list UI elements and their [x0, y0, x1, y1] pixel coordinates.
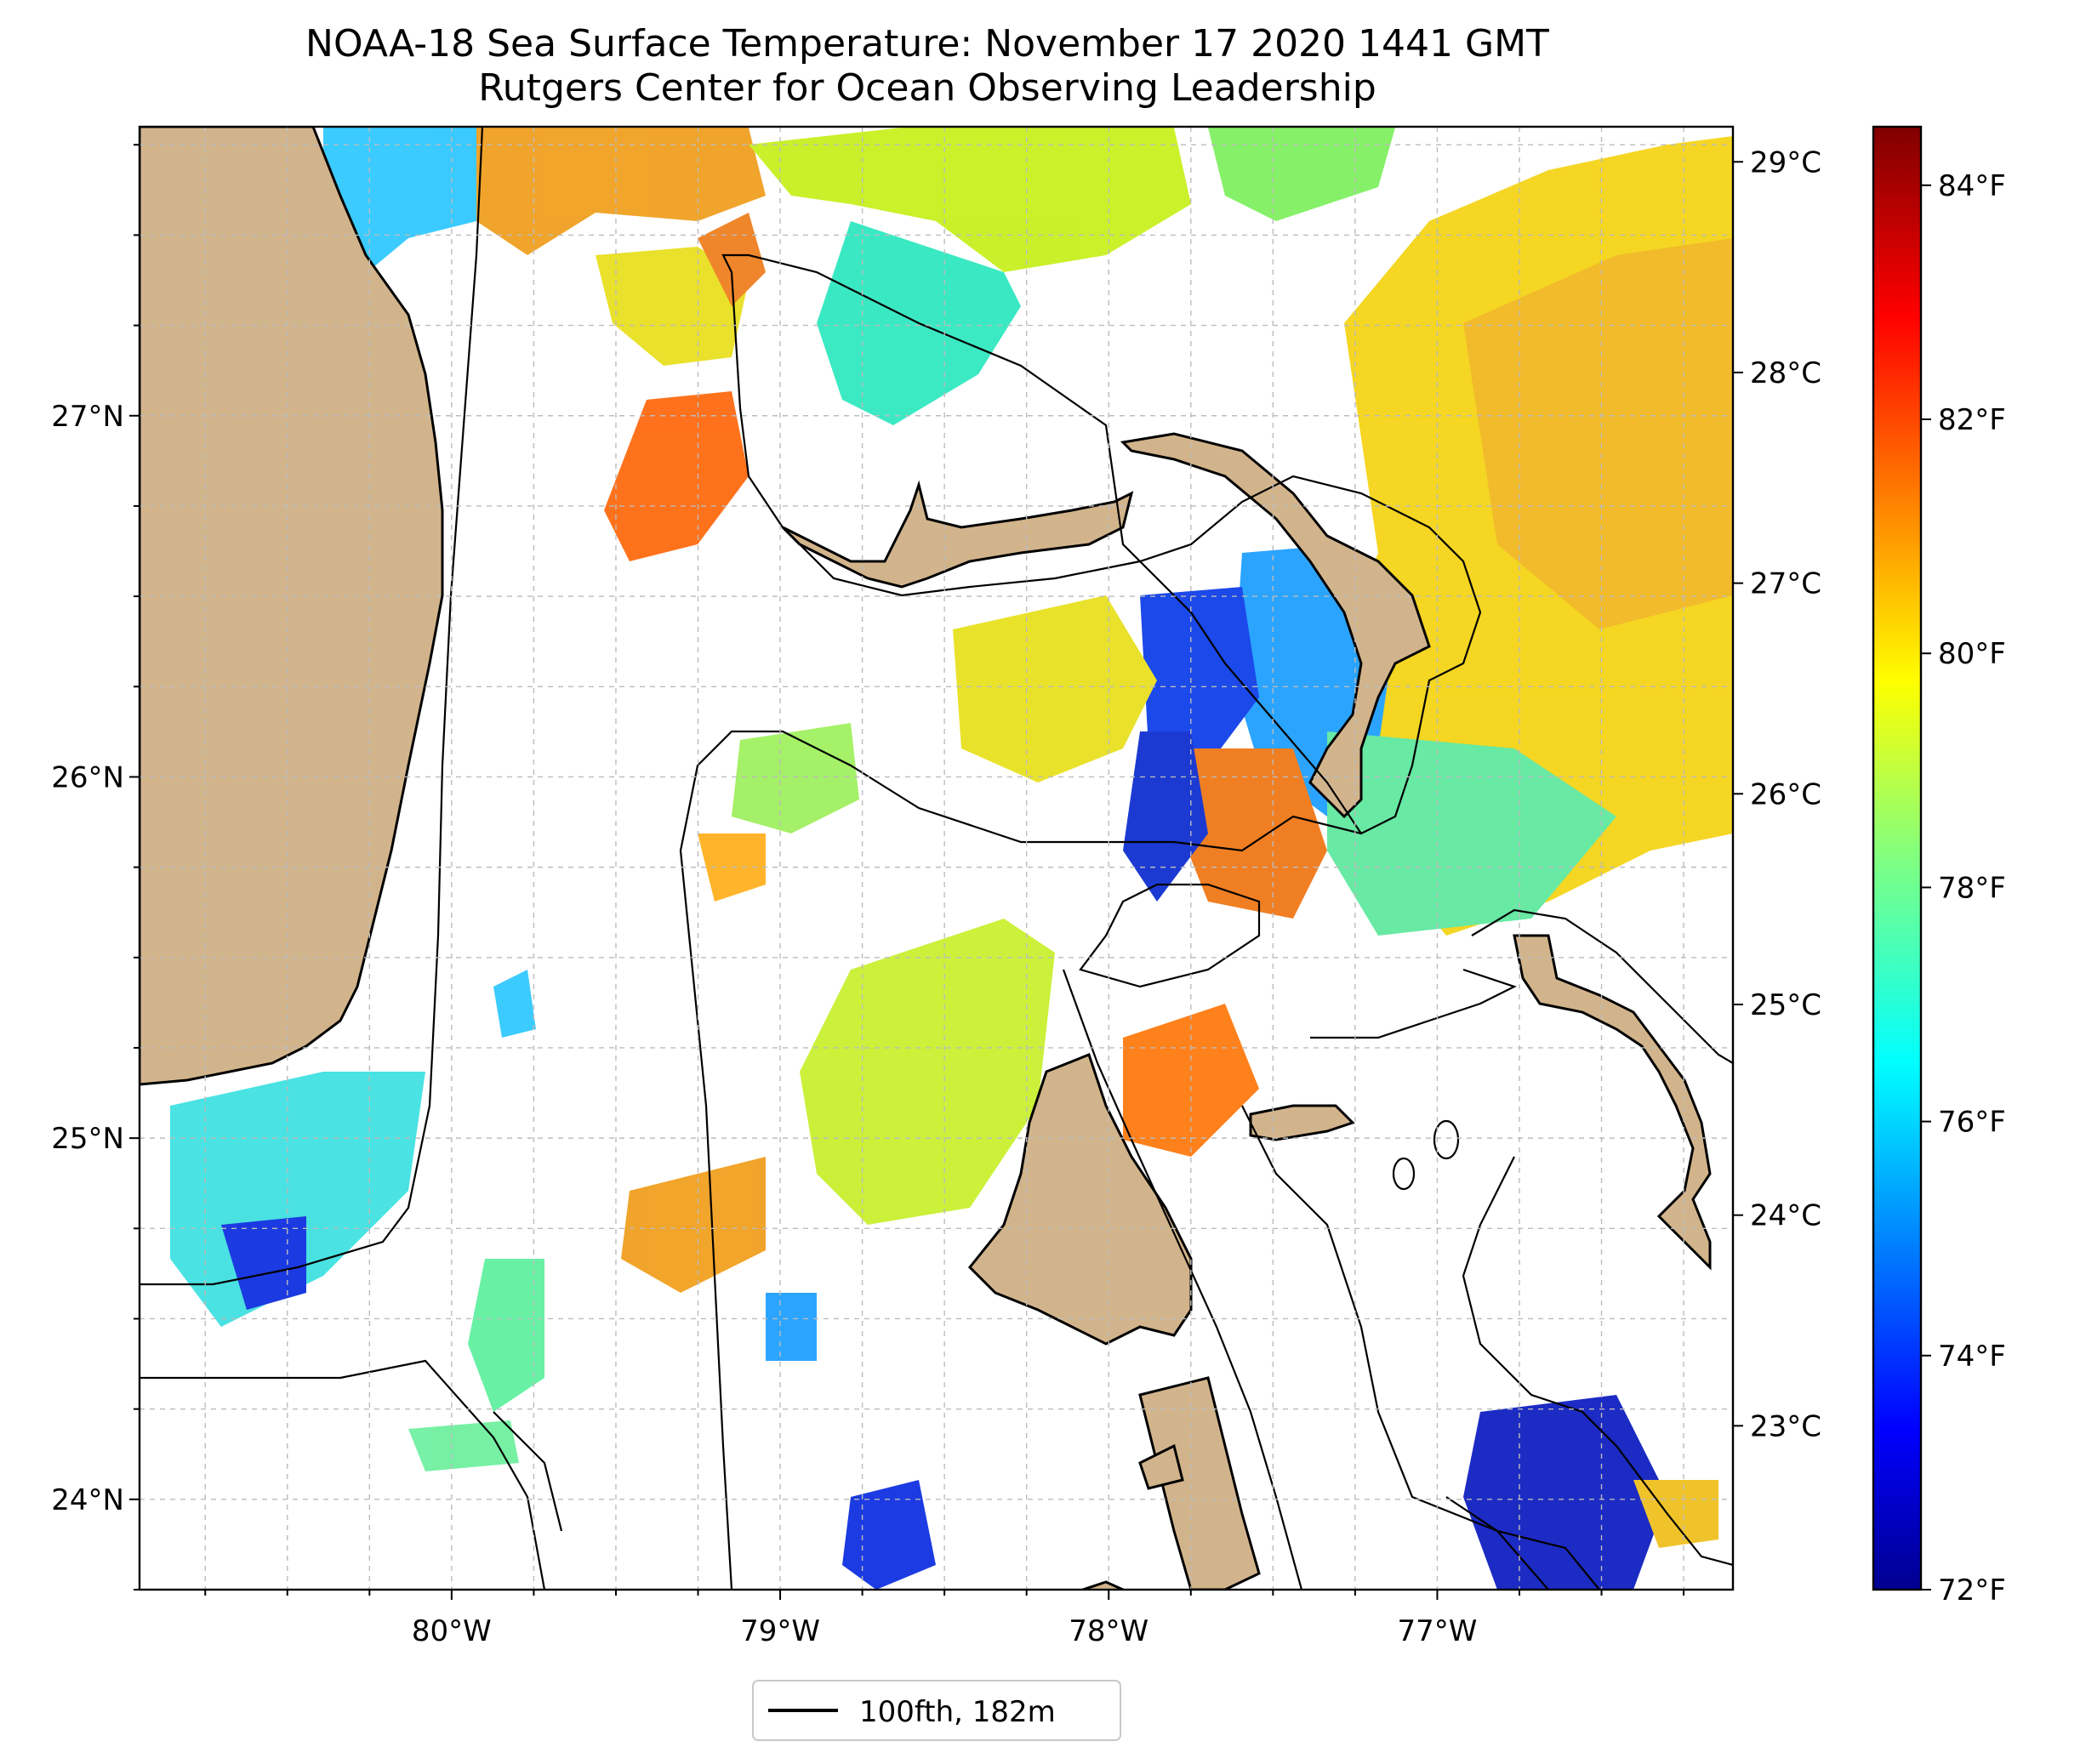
map-subtitle: Rutgers Center for Ocean Observing Leade…	[478, 66, 1376, 110]
celsius-tick-label: 28°C	[1750, 356, 1821, 390]
bathymetry-contours	[140, 127, 1733, 1590]
celsius-tick-label: 23°C	[1750, 1409, 1821, 1443]
map-axes: 80°W 79°W 78°W 77°W 27°N 26°N 25°N 24°N 29°C 28°C…	[51, 144, 1821, 1648]
colorbar-tick-label: 80°F	[1938, 637, 2006, 671]
celsius-tick-label: 24°C	[1750, 1199, 1821, 1233]
lat-tick-label: 27°N	[51, 400, 124, 434]
celsius-tick-label: 27°C	[1750, 567, 1821, 601]
legend-box	[752, 1680, 1121, 1741]
eleuthera-land	[1513, 934, 1712, 1271]
colorbar-tick-label: 76°F	[1938, 1106, 2006, 1140]
abaco-land	[1120, 432, 1431, 819]
colorbar-tick-label: 84°F	[1938, 169, 2006, 203]
colorbar-tick-label: 72°F	[1938, 1573, 2006, 1608]
grand-bahama-land	[781, 480, 1134, 589]
celsius-tick-label: 26°C	[1750, 777, 1821, 811]
andros-land	[967, 1053, 1193, 1346]
lon-tick-label: 78°W	[1069, 1614, 1148, 1648]
colorbar: 84°F 82°F 80°F 78°F 76°F 74°F 72°F	[1872, 125, 2006, 1608]
new-providence-land	[1249, 1104, 1355, 1141]
lon-tick-label: 79°W	[740, 1614, 820, 1648]
colorbar-tick-label: 78°F	[1938, 871, 2006, 905]
celsius-tick-label: 29°C	[1750, 145, 1821, 179]
colorbar-tick-label: 82°F	[1938, 403, 2006, 437]
lon-tick-label: 77°W	[1397, 1614, 1477, 1648]
lat-tick-label: 24°N	[51, 1483, 124, 1517]
map-frame	[138, 125, 1735, 1591]
land-layer	[140, 127, 1712, 1590]
colorbar-ticks: 84°F 82°F 80°F 78°F 76°F 74°F 72°F	[1921, 169, 2006, 1608]
lat-tick-label: 26°N	[51, 760, 124, 794]
legend: 100fth, 182m	[752, 1680, 1121, 1741]
colorbar-gradient	[1872, 125, 1923, 1591]
sea-surface-temperature-map	[140, 127, 1733, 1590]
map-title: NOAA-18 Sea Surface Temperature: Novembe…	[305, 22, 1549, 65]
lat-tick-label: 25°N	[51, 1122, 124, 1156]
sst-data-layer	[140, 128, 1733, 1590]
colorbar-tick-label: 74°F	[1938, 1340, 2006, 1374]
andros-south-land	[1138, 1376, 1261, 1590]
legend-label: 100fth, 182m	[859, 1695, 1056, 1729]
florida-land	[140, 127, 444, 1086]
map-gridlines	[140, 127, 1733, 1590]
lon-tick-label: 80°W	[412, 1614, 492, 1648]
celsius-tick-label: 25°C	[1750, 988, 1821, 1022]
